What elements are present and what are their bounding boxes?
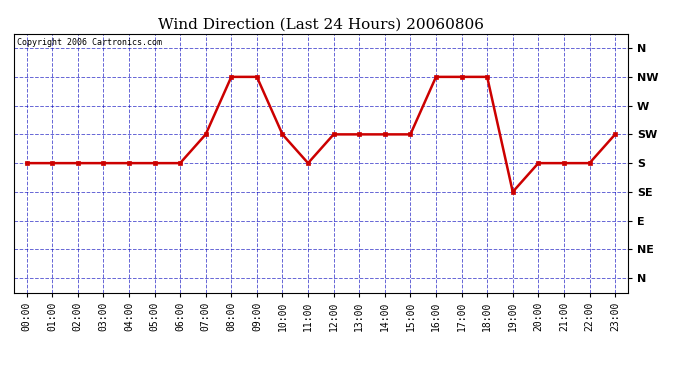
Title: Wind Direction (Last 24 Hours) 20060806: Wind Direction (Last 24 Hours) 20060806 [158, 17, 484, 31]
Text: Copyright 2006 Cartronics.com: Copyright 2006 Cartronics.com [17, 38, 162, 46]
